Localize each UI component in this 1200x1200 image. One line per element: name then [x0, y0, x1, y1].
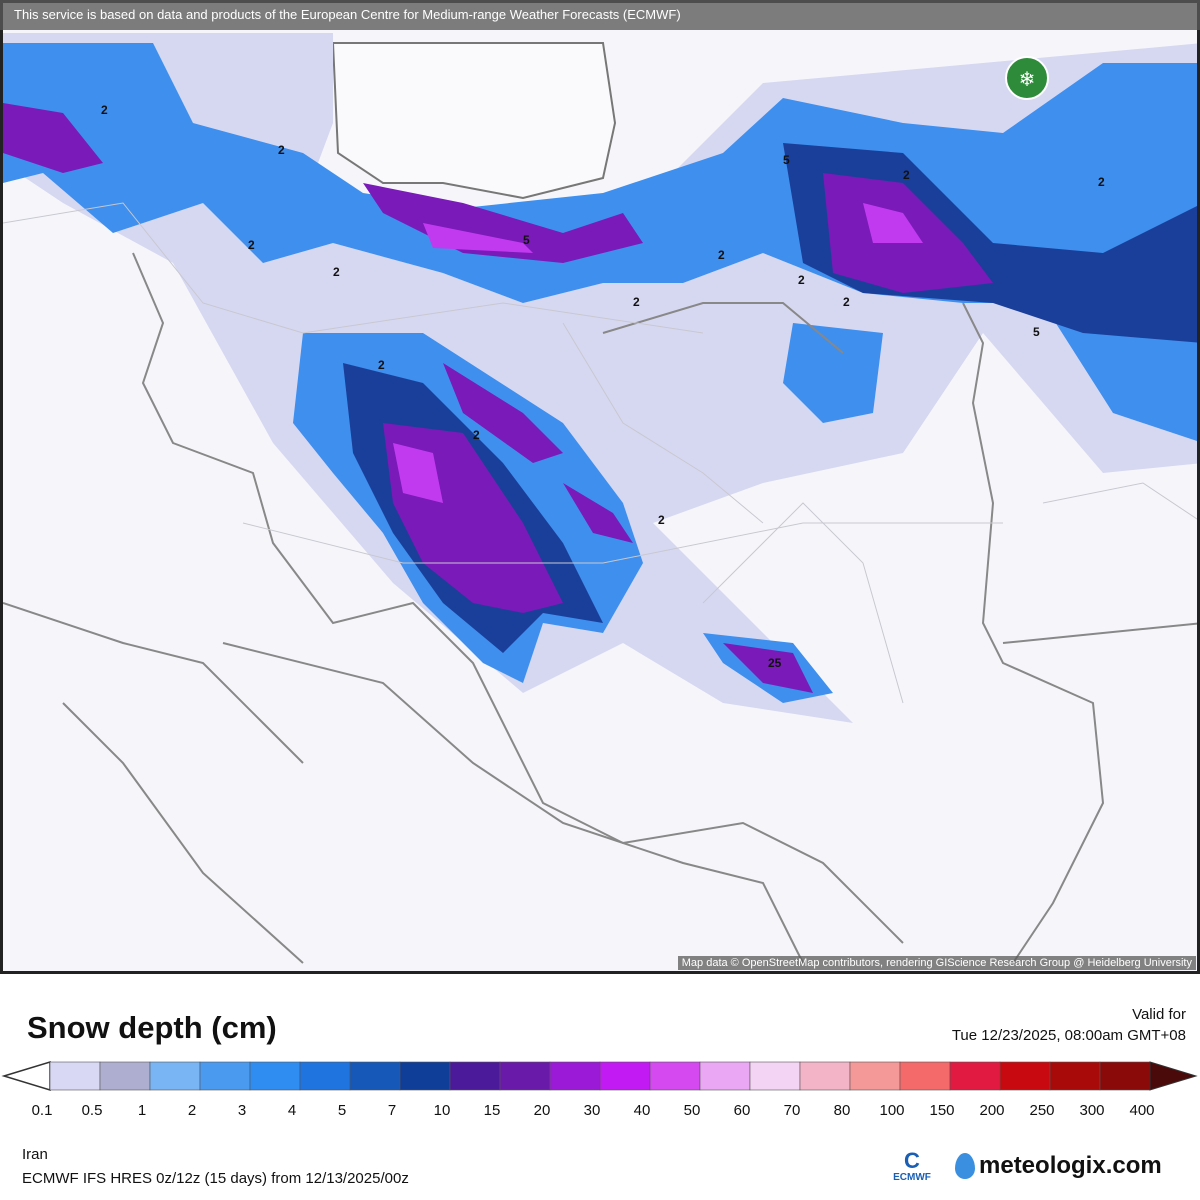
contour-label: 2 — [658, 513, 665, 527]
map-attribution[interactable]: Map data © OpenStreetMap contributors, r… — [677, 956, 1196, 970]
ecmwf-attribution: This service is based on data and produc… — [0, 0, 1200, 30]
scale-cell — [249, 1061, 301, 1091]
snow-magenta — [393, 203, 923, 503]
scale-cell — [799, 1061, 851, 1091]
map-canvas — [3, 33, 1197, 964]
scale-cell — [49, 1061, 101, 1091]
ecmwf-logo: C ECMWF — [888, 1150, 936, 1184]
scale-cell — [949, 1061, 1001, 1091]
scale-tick-label: 1 — [137, 1102, 147, 1119]
contour-label: 5 — [1033, 325, 1040, 339]
contour-label: 2 — [378, 358, 385, 372]
scale-tick-label: 300 — [1079, 1102, 1105, 1119]
scale-tick-label: 150 — [929, 1102, 955, 1119]
contour-label: 5 — [523, 233, 530, 247]
scale-cell — [749, 1061, 801, 1091]
scale-cell — [1049, 1061, 1101, 1091]
scale-cell — [549, 1061, 601, 1091]
contour-label: 2 — [101, 103, 108, 117]
meteologix-brand: meteologix.com — [979, 1152, 1162, 1179]
scale-cell — [199, 1061, 251, 1091]
contour-label: 2 — [903, 168, 910, 182]
contour-label: 2 — [633, 295, 640, 309]
region-name: Iran — [22, 1146, 48, 1163]
province-borders — [3, 202, 1197, 704]
valid-time: Valid for Tue 12/23/2025, 08:00am GMT+08 — [952, 1004, 1186, 1046]
scale-tick-label: 60 — [733, 1102, 751, 1119]
scale-tick-label: 80 — [833, 1102, 851, 1119]
scale-cell — [599, 1061, 651, 1091]
contour-label: 2 — [1098, 175, 1105, 189]
scale-tick-label: 50 — [683, 1102, 701, 1119]
contour-label: 2 — [718, 248, 725, 262]
contour-label: 2 — [798, 273, 805, 287]
scale-tick-label: 70 — [783, 1102, 801, 1119]
contour-label: 2 — [843, 295, 850, 309]
scale-tick-label: 0.5 — [81, 1102, 103, 1119]
meteologix-logo[interactable]: meteologix.com — [955, 1152, 1162, 1180]
scale-tick-label: 100 — [879, 1102, 905, 1119]
scale-cell — [499, 1061, 551, 1091]
contour-label: 5 — [783, 153, 790, 167]
scale-cell — [899, 1061, 951, 1091]
scale-cell — [349, 1061, 401, 1091]
scale-tick-label: 0.1 — [31, 1102, 53, 1119]
contour-label: 2 — [278, 143, 285, 157]
scale-tick-label: 40 — [633, 1102, 651, 1119]
ecmwf-logo-text: ECMWF — [893, 1172, 931, 1183]
scale-cell — [449, 1061, 501, 1091]
scale-tick-label: 7 — [387, 1102, 397, 1119]
scale-cell — [99, 1061, 151, 1091]
country-borders — [3, 252, 1197, 964]
scale-tick-label: 20 — [533, 1102, 551, 1119]
scale-cell — [849, 1061, 901, 1091]
scale-cell — [149, 1061, 201, 1091]
contour-label: 2 — [333, 265, 340, 279]
contour-label: 2 — [473, 428, 480, 442]
model-run: ECMWF IFS HRES 0z/12z (15 days) from 12/… — [22, 1170, 409, 1187]
snow-depth-map[interactable]: 2 2 2 2 5 2 2 5 2 2 2 5 2 2 2 25 2 — [0, 0, 1200, 974]
contour-label: 25 — [768, 656, 782, 670]
scale-tick-label: 2 — [187, 1102, 197, 1119]
valid-datetime: Tue 12/23/2025, 08:00am GMT+08 — [951, 1027, 1186, 1044]
scale-tick-label: 250 — [1029, 1102, 1055, 1119]
scale-tick-label: 400 — [1129, 1102, 1155, 1119]
sea-caspian — [331, 42, 617, 200]
contour-label: 2 — [248, 238, 255, 252]
scale-cell — [699, 1061, 751, 1091]
scale-tick-label: 4 — [287, 1102, 297, 1119]
scale-tick-label: 5 — [337, 1102, 347, 1119]
scale-tick-label: 3 — [237, 1102, 247, 1119]
color-scale-bar — [1, 1060, 1198, 1092]
legend-title: Snow depth (cm) — [27, 1010, 277, 1045]
scale-cell — [1099, 1061, 1151, 1091]
valid-label: Valid for — [1132, 1006, 1186, 1023]
meteologix-drop-icon — [955, 1153, 975, 1179]
scale-min-arrow — [1, 1060, 51, 1092]
scale-max-arrow — [1149, 1061, 1198, 1091]
scale-tick-label: 10 — [433, 1102, 451, 1119]
organization-logo-icon: ❄ — [1005, 56, 1049, 100]
scale-cell — [649, 1061, 701, 1091]
scale-cell — [999, 1061, 1051, 1091]
scale-cell — [299, 1061, 351, 1091]
scale-cell — [399, 1061, 451, 1091]
scale-tick-label: 200 — [979, 1102, 1005, 1119]
scale-tick-label: 30 — [583, 1102, 601, 1119]
scale-tick-label: 15 — [483, 1102, 501, 1119]
